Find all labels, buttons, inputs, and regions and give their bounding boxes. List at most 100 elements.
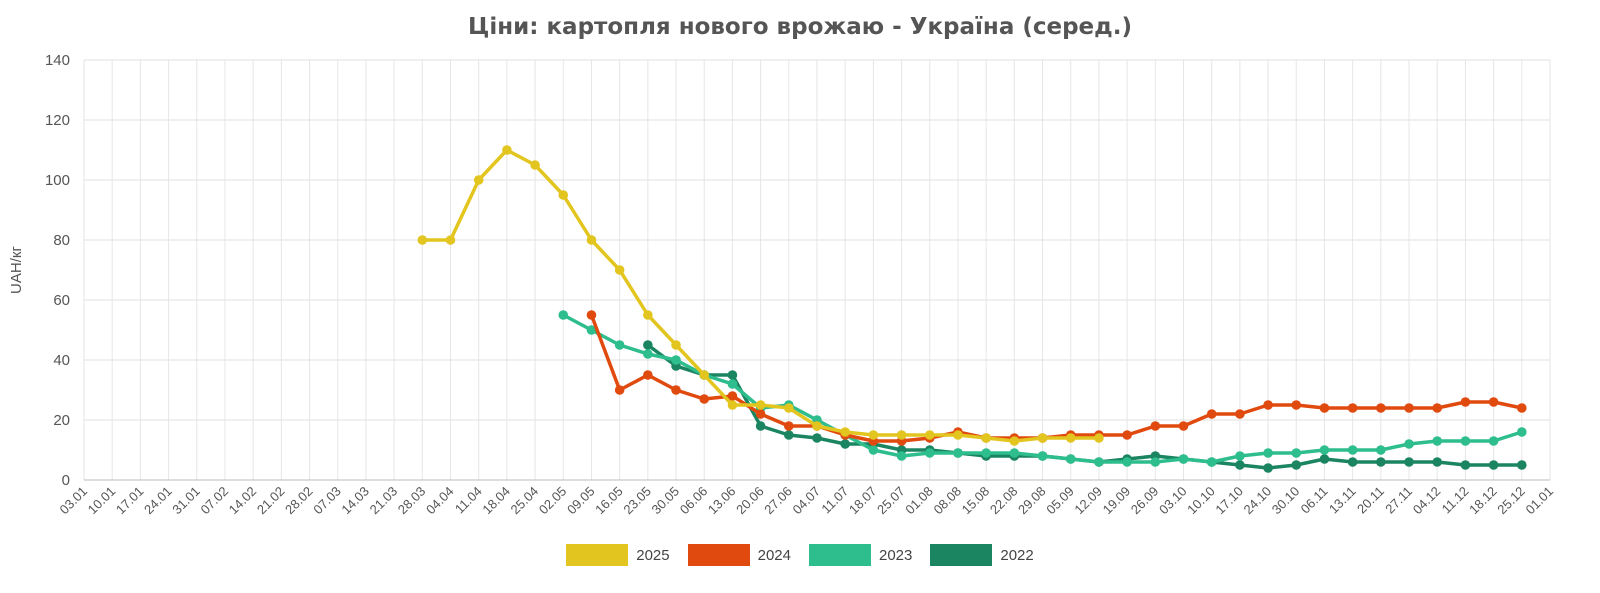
data-point [643,370,653,380]
x-tick-label: 20.11 [1354,484,1387,517]
data-point [1376,457,1386,467]
x-tick-label: 04.12 [1410,484,1444,518]
legend-swatch [930,544,993,566]
data-point [1404,457,1414,467]
data-point [784,430,794,440]
data-point [1150,457,1161,467]
y-tick-label: 100 [45,172,70,189]
y-tick-label: 40 [53,352,70,369]
data-point [699,370,710,380]
x-tick-label: 21.03 [367,484,401,518]
data-point [1460,397,1471,407]
data-point [1291,460,1302,470]
y-tick-label: 60 [53,292,70,309]
data-point [1263,448,1273,458]
x-tick-label: 05.09 [1043,484,1077,518]
data-point [1347,445,1358,455]
data-point [981,433,991,443]
data-point [1178,454,1189,464]
data-point [1432,403,1443,413]
x-tick-label: 06.11 [1298,484,1331,517]
legend-item-2022[interactable]: 2022 [930,544,1034,566]
x-tick-label: 03.10 [1156,484,1190,518]
data-point [1460,460,1471,470]
legend-item-2025[interactable]: 2025 [566,544,670,566]
x-tick-label: 02.05 [536,484,570,518]
data-point [530,160,540,170]
x-tick-label: 27.11 [1382,484,1415,517]
data-point [727,379,738,389]
x-tick-label: 15.08 [959,484,993,518]
series-2023 [558,310,1527,467]
data-point [727,400,738,410]
y-axis-label: UAH/кг [8,246,25,294]
x-tick-label: 11.12 [1439,484,1472,517]
data-point [1404,439,1414,449]
data-point [868,430,879,440]
data-point [1488,436,1499,446]
data-point [1065,454,1076,464]
data-point [896,430,907,440]
y-tick-label: 140 [45,52,70,69]
data-point [840,427,850,437]
data-point [784,403,794,413]
data-point [812,421,822,431]
data-point [1432,457,1443,467]
data-point [1009,448,1020,458]
x-tick-label: 29.08 [1015,484,1049,518]
x-tick-label: 26.09 [1128,484,1162,518]
data-point [1094,433,1104,443]
x-tick-label: 18.07 [846,484,880,518]
x-tick-label: 30.10 [1269,484,1303,518]
data-point [1517,403,1527,413]
data-point [614,340,625,350]
x-tick-label: 01.01 [1523,484,1557,518]
data-point [1206,409,1217,419]
x-tick-label: 31.01 [169,484,203,518]
data-point [1517,460,1527,470]
data-point [699,394,710,404]
y-tick-label: 80 [53,232,70,249]
x-tick-label: 14.02 [226,484,260,518]
data-point [1319,403,1330,413]
data-point [643,310,653,320]
x-tick-label: 28.02 [282,484,316,518]
data-point [1291,400,1302,410]
x-tick-label: 04.04 [423,484,457,518]
legend-label: 2023 [879,546,913,564]
series-layer [417,145,1527,473]
data-point [614,385,625,395]
x-tick-label: 18.12 [1466,484,1500,518]
y-tick-label: 20 [53,412,70,429]
data-point [953,448,963,458]
legend-item-2024[interactable]: 2024 [687,544,791,566]
data-point [924,430,935,440]
x-tick-label: 09.05 [564,484,598,518]
x-tick-label: 19.09 [1100,484,1134,518]
x-tick-label: 16.05 [592,484,626,518]
data-point [1037,451,1048,461]
series-2025 [417,145,1104,446]
x-tick-label: 18.04 [479,484,513,518]
x-tick-label: 25.12 [1494,484,1528,518]
x-tick-label: 01.08 [902,484,936,518]
x-tick-label: 04.07 [790,484,824,518]
data-point [614,265,625,275]
x-tick-label: 10.10 [1184,484,1218,518]
data-point [1206,457,1217,467]
data-point [840,439,850,449]
x-tick-label: 27.06 [761,484,795,518]
data-point [1235,409,1245,419]
x-tick-label: 07.02 [197,484,231,518]
data-point [1065,433,1076,443]
x-tick-label: 14.03 [338,484,372,518]
grid [83,59,1551,481]
data-point [558,190,569,200]
data-point [1235,460,1245,470]
data-point [643,340,653,350]
legend-item-2023[interactable]: 2023 [809,544,912,566]
data-point [1460,436,1471,446]
data-point [473,175,484,185]
